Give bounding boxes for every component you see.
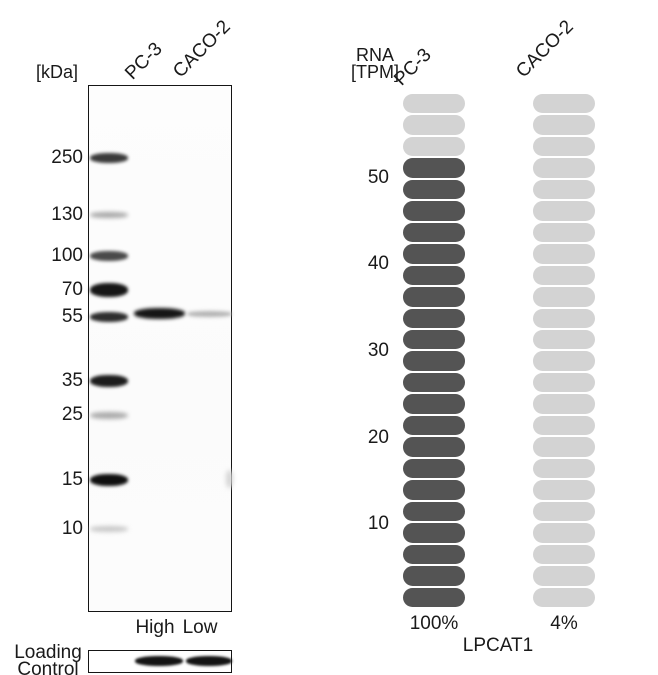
rna-pill-pc-3-17 bbox=[403, 244, 465, 264]
rna-tick-40: 40 bbox=[367, 253, 389, 274]
expression-level-label-low: Low bbox=[182, 617, 218, 638]
loading-control-band-2 bbox=[186, 656, 232, 666]
rna-pill-pc-3-14 bbox=[403, 308, 465, 329]
rna-pill-pc-3-1 bbox=[403, 587, 465, 607]
rna-pill-pc-3-24 bbox=[403, 93, 465, 114]
blot-lane-label-pc-3: PC-3 bbox=[121, 38, 167, 84]
rna-pill-caco-2-11 bbox=[533, 372, 595, 393]
rna-pill-caco-2-12 bbox=[533, 351, 595, 371]
rna-pill-caco-2-3 bbox=[533, 544, 595, 565]
loading-control-label-line2: Control bbox=[17, 659, 79, 675]
rna-pill-pc-3-7 bbox=[403, 458, 465, 479]
rna-axis-title: RNA [TPM] bbox=[343, 45, 407, 82]
marker-band-250 bbox=[90, 153, 128, 163]
rna-pill-caco-2-13 bbox=[533, 329, 595, 350]
rna-pill-pc-3-5 bbox=[403, 501, 465, 522]
marker-label-70: 70 bbox=[61, 279, 83, 300]
rna-pill-caco-2-2 bbox=[533, 566, 595, 586]
loading-control-band-1 bbox=[135, 656, 183, 666]
loading-control-label: Loading Control bbox=[2, 642, 94, 675]
rna-pill-pc-3-21 bbox=[403, 158, 465, 178]
marker-label-55: 55 bbox=[61, 306, 83, 327]
marker-label-25: 25 bbox=[61, 404, 83, 425]
loading-control-label-line1: Loading bbox=[14, 642, 82, 663]
rna-percent-pc-3: 100% bbox=[409, 613, 459, 634]
rna-tick-10: 10 bbox=[367, 513, 389, 534]
rna-pill-caco-2-10 bbox=[533, 394, 595, 414]
rna-pill-caco-2-20 bbox=[533, 179, 595, 200]
rna-pill-caco-2-14 bbox=[533, 308, 595, 329]
rna-pill-pc-3-3 bbox=[403, 544, 465, 565]
rna-pill-pc-3-15 bbox=[403, 287, 465, 307]
marker-label-100: 100 bbox=[51, 245, 83, 266]
rna-lane-label-caco-2: CACO-2 bbox=[512, 16, 578, 83]
rna-pill-pc-3-4 bbox=[403, 523, 465, 543]
rna-pill-caco-2-17 bbox=[533, 244, 595, 264]
marker-band-35 bbox=[90, 375, 128, 387]
rna-pill-caco-2-6 bbox=[533, 480, 595, 500]
caco2-edge-artifact bbox=[226, 470, 233, 488]
rna-pill-pc-3-19 bbox=[403, 201, 465, 221]
marker-band-25 bbox=[90, 411, 128, 419]
rna-pill-pc-3-13 bbox=[403, 329, 465, 350]
blot-lane-label-caco-2: CACO-2 bbox=[169, 16, 235, 83]
marker-band-15 bbox=[90, 474, 128, 486]
marker-label-10: 10 bbox=[61, 518, 83, 539]
rna-axis-title-line1: RNA bbox=[355, 45, 394, 65]
rna-pill-pc-3-23 bbox=[403, 115, 465, 135]
rna-percent-caco-2: 4% bbox=[550, 613, 578, 634]
pc3-55kda-band bbox=[134, 307, 185, 319]
rna-pill-caco-2-15 bbox=[533, 287, 595, 307]
rna-pill-caco-2-7 bbox=[533, 458, 595, 479]
gene-name-label: LPCAT1 bbox=[462, 635, 534, 656]
marker-band-10 bbox=[90, 526, 128, 532]
rna-pill-pc-3-20 bbox=[403, 179, 465, 200]
rna-pill-caco-2-19 bbox=[533, 201, 595, 221]
rna-pill-pc-3-6 bbox=[403, 480, 465, 500]
rna-pill-pc-3-12 bbox=[403, 351, 465, 371]
marker-band-70 bbox=[90, 283, 128, 297]
marker-label-15: 15 bbox=[61, 469, 83, 490]
rna-pill-pc-3-18 bbox=[403, 222, 465, 243]
rna-pill-caco-2-1 bbox=[533, 587, 595, 607]
rna-pill-caco-2-4 bbox=[533, 523, 595, 543]
rna-pill-pc-3-9 bbox=[403, 415, 465, 436]
rna-pill-caco-2-16 bbox=[533, 265, 595, 286]
rna-pill-caco-2-9 bbox=[533, 415, 595, 436]
rna-pill-caco-2-8 bbox=[533, 437, 595, 457]
rna-pill-pc-3-2 bbox=[403, 566, 465, 586]
marker-band-100 bbox=[90, 251, 128, 261]
western-blot-frame bbox=[88, 85, 232, 612]
rna-tick-50: 50 bbox=[367, 167, 389, 188]
rna-pill-caco-2-18 bbox=[533, 222, 595, 243]
marker-label-130: 130 bbox=[51, 204, 83, 225]
kda-axis-label: [kDa] bbox=[35, 62, 78, 82]
marker-band-130 bbox=[90, 212, 128, 218]
expression-level-label-high: High bbox=[135, 617, 175, 638]
rna-pill-caco-2-21 bbox=[533, 158, 595, 178]
rna-pill-pc-3-11 bbox=[403, 372, 465, 393]
rna-axis-title-line2: [TPM] bbox=[351, 62, 399, 82]
rna-pill-pc-3-16 bbox=[403, 265, 465, 286]
rna-pill-caco-2-24 bbox=[533, 93, 595, 114]
rna-pill-pc-3-22 bbox=[403, 136, 465, 157]
marker-label-35: 35 bbox=[61, 370, 83, 391]
rna-pill-pc-3-10 bbox=[403, 394, 465, 414]
rna-pill-pc-3-8 bbox=[403, 437, 465, 457]
rna-pill-caco-2-5 bbox=[533, 501, 595, 522]
rna-tick-30: 30 bbox=[367, 340, 389, 361]
marker-band-55 bbox=[90, 312, 128, 322]
rna-tick-20: 20 bbox=[367, 427, 389, 448]
rna-pill-caco-2-23 bbox=[533, 115, 595, 135]
marker-label-250: 250 bbox=[51, 147, 83, 168]
caco2-55kda-band bbox=[187, 311, 232, 317]
rna-pill-caco-2-22 bbox=[533, 136, 595, 157]
